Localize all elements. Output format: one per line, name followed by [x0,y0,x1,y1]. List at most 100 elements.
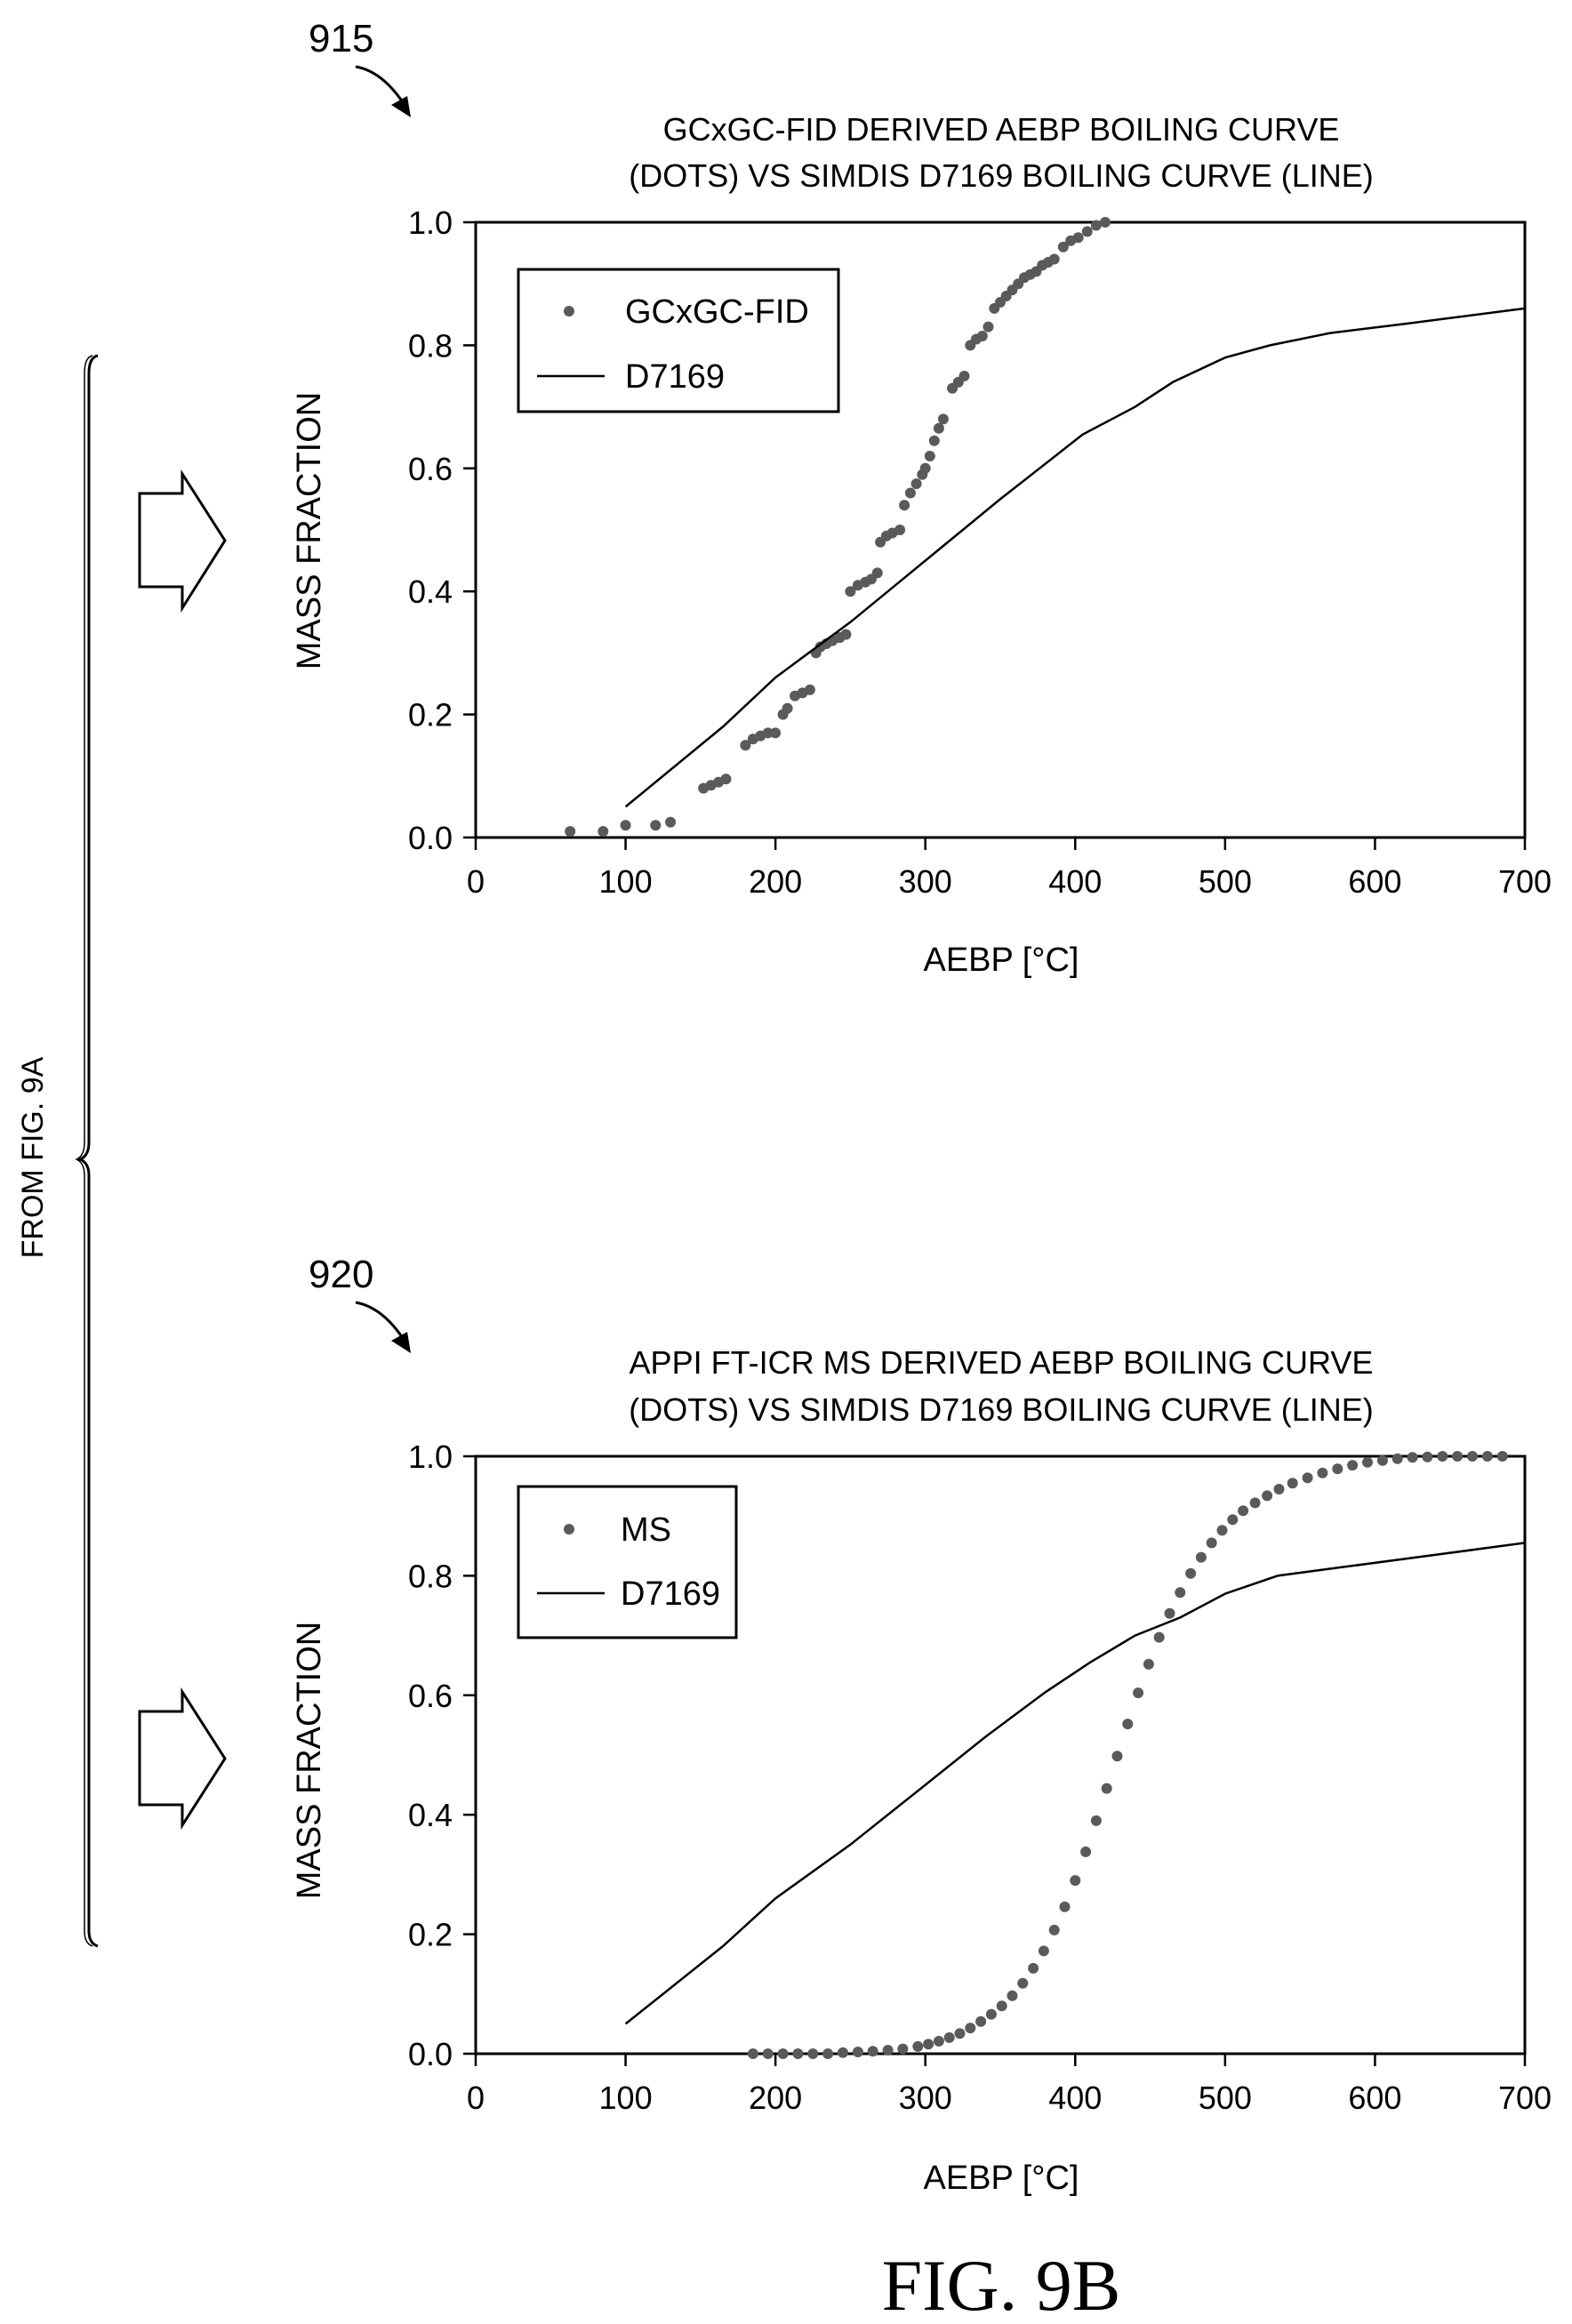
legend-label-dots: GCxGC-FID [625,293,809,331]
chart-915: 915 GCxGC-FID DERIVED AEBP BOILING CURVE… [291,17,1552,979]
data-point [899,500,910,511]
data-point [1143,1658,1154,1670]
chart-title-line-1: GCxGC-FID DERIVED AEBP BOILING CURVE [663,111,1340,148]
legend-label-line: D7169 [625,358,725,396]
x-tick-label: 300 [899,2080,952,2116]
y-tick-label: 0.0 [408,820,453,856]
x-tick-label: 0 [467,2080,485,2116]
data-point [838,2047,848,2058]
data-point [996,2000,1007,2012]
data-point [804,684,815,695]
reference-arrow-icon [355,65,406,106]
x-tick-label: 600 [1348,863,1401,900]
y-tick-label: 0.8 [408,1558,453,1594]
data-point [924,451,935,461]
data-point [747,2048,758,2059]
y-tick-label: 0.2 [408,1917,453,1953]
data-point [1262,1490,1273,1502]
right-arrow-icon-top [138,469,227,613]
data-point [822,2048,834,2059]
data-point [598,826,609,837]
data-point [807,2048,819,2059]
data-point [650,820,662,831]
data-point [1133,1687,1144,1699]
data-point [1195,1551,1207,1563]
data-point [762,727,774,739]
data-point [852,2047,863,2057]
x-axis-label: AEBP [°C] [923,2160,1079,2197]
data-point [1111,1751,1123,1762]
x-tick-label: 700 [1498,863,1552,900]
data-point [933,2035,944,2047]
data-point [1038,1945,1049,1957]
legend: GCxGC-FID D7169 [517,268,840,413]
data-point [867,2046,878,2057]
side-label: FROM FIG. 9A [16,1056,50,1258]
x-tick-label: 100 [599,2080,653,2116]
data-point [954,2028,966,2040]
data-point [982,321,994,333]
data-point [933,422,944,434]
plot-frame [474,220,1527,839]
x-tick-label: 700 [1498,2080,1552,2116]
x-tick-label: 400 [1048,863,1102,900]
data-point [565,826,576,837]
plot-area: 0 100 200 300 400 500 600 700 0.0 0.2 0.4 0.6 0.8 1.0 [408,204,1552,900]
figure-caption: FIG. 9B [882,2245,1121,2324]
data-point [1437,1451,1448,1462]
x-tick-label: 500 [1199,863,1252,900]
data-point [1249,1497,1261,1509]
y-tick-label: 0.6 [408,451,453,487]
data-point [1101,1783,1112,1794]
data-point [1206,1537,1217,1549]
data-point [740,740,751,751]
data-point [762,2048,774,2059]
x-tick-label: 400 [1048,2080,1102,2116]
data-point [1467,1451,1478,1462]
data-point [1070,1875,1081,1887]
data-point [1059,1901,1071,1912]
data-point [1392,1453,1403,1464]
data-point [882,2045,894,2056]
data-point [965,2023,976,2034]
reference-arrow-icon [355,1301,406,1342]
data-point [1481,1451,1493,1462]
chart-920: 920 APPI FT-ICR MS DERIVED AEBP BOILING … [291,1253,1552,2197]
data-point [1332,1463,1343,1475]
data-point [1287,1478,1298,1489]
legend-label-dots: MS [621,1511,671,1549]
data-point [912,2040,924,2052]
y-tick-label: 0.4 [408,1797,453,1833]
data-point [1153,1631,1165,1643]
data-point [943,2031,955,2043]
data-point [620,820,631,831]
plot-frame [474,1455,1527,2056]
x-tick-label: 200 [749,2080,802,2116]
data-point [1227,1514,1239,1526]
x-tick-label: 600 [1348,2080,1401,2116]
data-point [1422,1451,1433,1463]
data-point [777,2048,789,2059]
series-line-d7169 [624,307,1526,808]
data-point [770,727,782,739]
data-point [928,435,940,446]
data-point [840,629,852,640]
x-tick-label: 100 [599,863,653,900]
data-point [1302,1472,1313,1484]
x-tick-label: 200 [749,863,802,900]
data-point [1090,1815,1102,1826]
data-point [937,413,949,425]
data-point [923,2039,934,2050]
plot-area: 0 100 200 300 400 500 600 700 0.0 0.2 0.4 0.6 0.8 1.0 [408,1438,1552,2116]
y-tick-label: 0.0 [408,2036,453,2072]
data-point [1376,1455,1388,1466]
chart-title-line-2: (DOTS) VS SIMDIS D7169 BOILING CURVE (LI… [629,1391,1374,1428]
data-marks [624,1451,1526,2059]
data-point [975,2015,987,2027]
y-tick-label: 1.0 [408,204,453,241]
y-tick-label: 0.8 [408,327,453,364]
data-point [1164,1607,1175,1619]
chart-title-line-2: (DOTS) VS SIMDIS D7169 BOILING CURVE (LI… [629,157,1374,194]
legend-marker-dots [564,1524,574,1535]
